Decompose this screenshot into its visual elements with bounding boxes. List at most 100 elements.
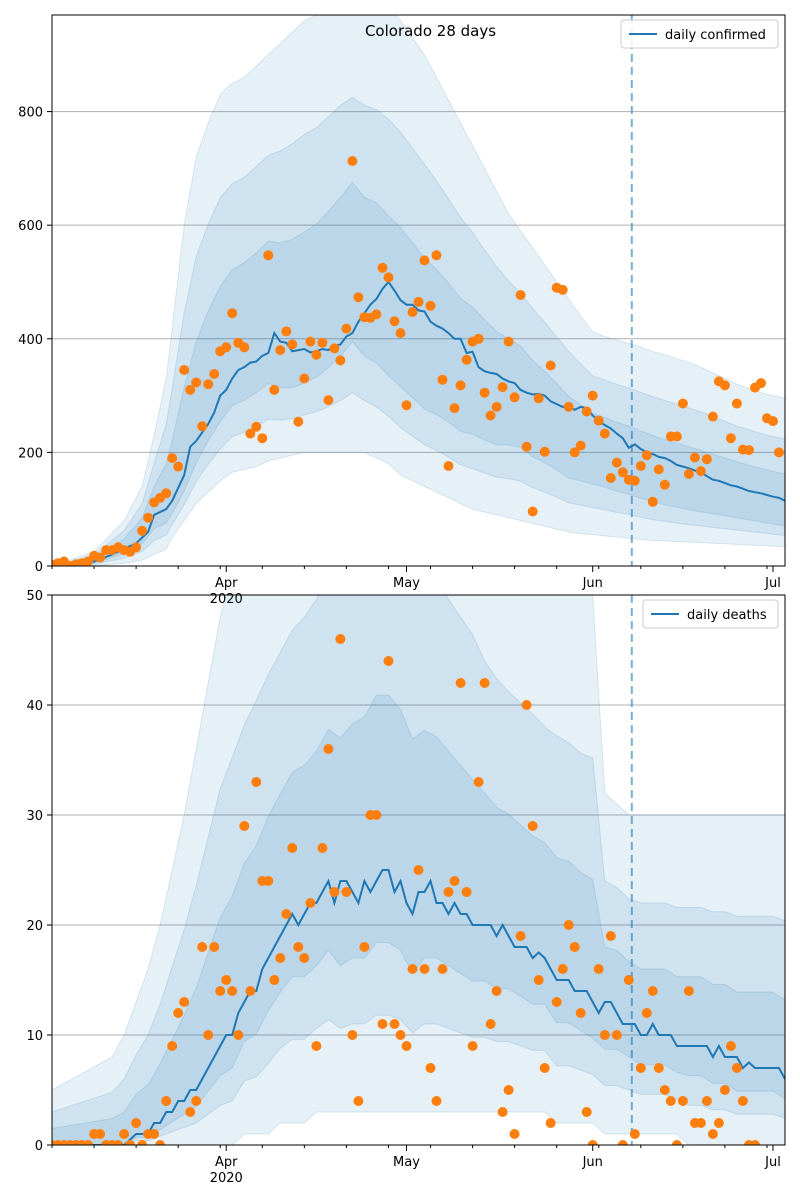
data-point	[521, 700, 532, 710]
data-point	[665, 1096, 676, 1106]
data-point	[671, 1140, 682, 1145]
y-tick-label: 30	[26, 809, 43, 824]
data-point	[389, 316, 400, 327]
data-point	[563, 920, 574, 930]
data-point	[479, 678, 490, 688]
y-tick-label: 400	[18, 333, 43, 348]
data-point	[641, 450, 652, 461]
data-point	[251, 421, 262, 432]
data-point	[389, 1019, 400, 1029]
data-point	[539, 1063, 550, 1073]
data-point	[251, 777, 262, 787]
data-point	[377, 1019, 388, 1029]
chart-title: Colorado 28 days	[365, 22, 496, 40]
data-point	[563, 401, 574, 412]
data-point	[335, 355, 346, 366]
data-point	[527, 506, 538, 517]
data-point	[575, 440, 586, 451]
data-point	[263, 250, 274, 261]
data-point	[491, 401, 502, 412]
data-point	[635, 461, 646, 471]
data-point	[209, 369, 220, 379]
data-point	[83, 1140, 93, 1145]
data-point	[413, 865, 424, 875]
data-point	[491, 986, 502, 996]
data-point	[467, 1041, 478, 1051]
data-point	[161, 1096, 172, 1106]
data-point	[419, 964, 430, 974]
data-point	[263, 876, 274, 886]
data-point	[383, 272, 394, 283]
data-point	[473, 777, 484, 787]
data-point	[641, 1008, 652, 1018]
uncertainty-band-1	[52, 15, 785, 566]
data-point	[659, 1085, 670, 1095]
y-tick-label: 50	[26, 589, 43, 604]
data-point	[191, 1096, 202, 1106]
data-point	[95, 1129, 106, 1139]
data-point	[131, 1118, 142, 1128]
data-point	[353, 1096, 364, 1106]
legend-label: daily confirmed	[665, 28, 766, 43]
x-tick-year-label: 2020	[210, 1171, 243, 1186]
data-point	[119, 1129, 130, 1139]
data-point	[269, 975, 280, 985]
x-tick-label: Apr	[215, 576, 238, 591]
data-point	[137, 525, 148, 536]
data-point	[233, 1030, 244, 1040]
data-point	[317, 843, 328, 853]
data-point	[431, 1096, 442, 1106]
uncertainty-band-2	[52, 96, 785, 566]
data-point	[647, 986, 658, 996]
data-point	[647, 496, 658, 507]
data-point	[707, 1129, 718, 1139]
series-line	[52, 280, 785, 566]
y-tick-label: 40	[26, 699, 43, 714]
data-point	[701, 1096, 712, 1106]
data-point	[443, 461, 454, 471]
data-point	[503, 336, 514, 347]
data-point	[359, 942, 370, 952]
data-point	[599, 428, 610, 439]
data-point	[347, 156, 358, 166]
data-point	[455, 380, 466, 391]
data-point	[593, 415, 604, 426]
data-point	[191, 377, 202, 388]
data-point	[455, 678, 466, 688]
data-point	[701, 454, 712, 465]
data-point	[353, 292, 364, 303]
data-point	[689, 452, 700, 463]
data-point	[305, 898, 316, 908]
data-point	[293, 942, 304, 952]
data-point	[659, 479, 670, 490]
data-point	[527, 821, 538, 831]
data-point	[311, 349, 322, 360]
data-point	[203, 1030, 214, 1040]
data-point	[449, 403, 460, 414]
y-tick-label: 10	[26, 1029, 43, 1044]
data-point	[221, 342, 232, 353]
data-point	[287, 843, 298, 853]
data-point	[509, 1129, 520, 1139]
data-point	[323, 744, 334, 754]
data-point	[731, 1063, 742, 1073]
data-point	[425, 1063, 436, 1073]
data-point	[347, 1030, 358, 1040]
data-point	[203, 379, 214, 390]
data-point	[593, 964, 604, 974]
data-point	[173, 461, 184, 472]
data-point	[545, 360, 556, 371]
data-point	[545, 1118, 556, 1128]
data-point	[185, 1107, 196, 1117]
data-point	[227, 986, 238, 996]
data-point	[623, 975, 634, 985]
data-point	[695, 1118, 706, 1128]
data-point	[131, 542, 142, 553]
data-point	[407, 964, 418, 974]
y-tick-label: 800	[18, 106, 43, 121]
data-point	[299, 953, 310, 963]
data-point	[209, 942, 220, 952]
data-point	[539, 446, 550, 457]
data-point	[677, 1096, 688, 1106]
data-point	[695, 466, 706, 477]
